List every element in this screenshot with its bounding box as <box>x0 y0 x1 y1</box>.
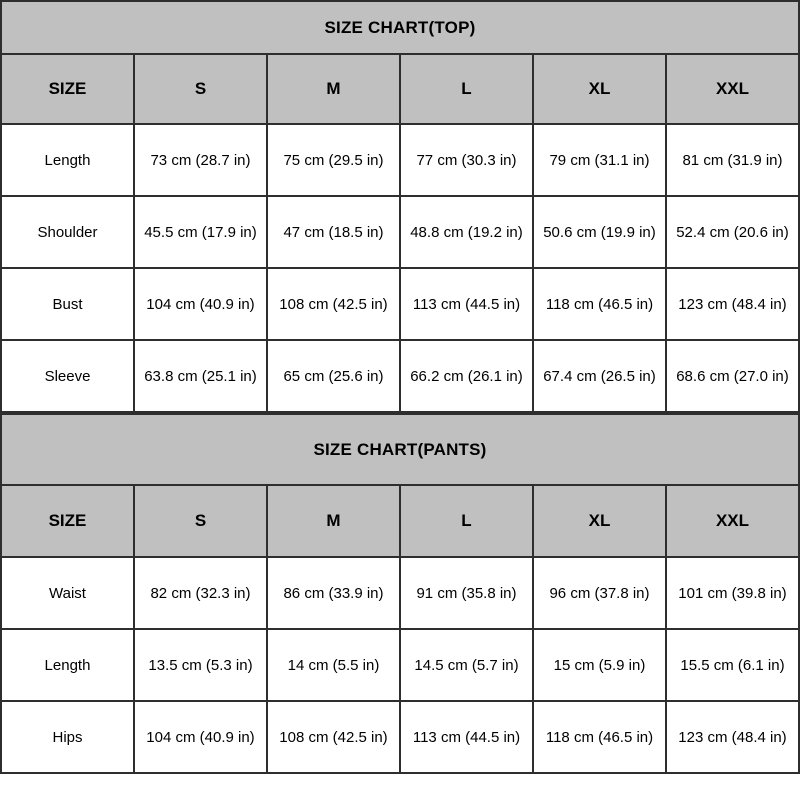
row-label: Hips <box>0 700 135 774</box>
size-value-cell: 48.8 cm (19.2 in) <box>399 195 534 269</box>
size-value-cell: 79 cm (31.1 in) <box>532 123 667 197</box>
size-value-cell: 118 cm (46.5 in) <box>532 700 667 774</box>
table-row: Bust 104 cm (40.9 in) 108 cm (42.5 in) 1… <box>0 267 800 341</box>
size-value-cell: 52.4 cm (20.6 in) <box>665 195 800 269</box>
table-row: Length 13.5 cm (5.3 in) 14 cm (5.5 in) 1… <box>0 628 800 702</box>
column-header: XXL <box>665 53 800 125</box>
size-chart-top-table: SIZE CHART(TOP) SIZE S M L XL XXL Length… <box>0 0 800 413</box>
table-row: Waist 82 cm (32.3 in) 86 cm (33.9 in) 91… <box>0 556 800 630</box>
row-label: Waist <box>0 556 135 630</box>
column-header: SIZE <box>0 484 135 558</box>
column-header: S <box>133 53 268 125</box>
column-header: M <box>266 53 401 125</box>
size-chart-pants-header-row: SIZE S M L XL XXL <box>0 484 800 558</box>
table-row: Hips 104 cm (40.9 in) 108 cm (42.5 in) 1… <box>0 700 800 774</box>
table-title: SIZE CHART(PANTS) <box>0 413 800 486</box>
size-value-cell: 13.5 cm (5.3 in) <box>133 628 268 702</box>
size-value-cell: 45.5 cm (17.9 in) <box>133 195 268 269</box>
table-title: SIZE CHART(TOP) <box>0 0 800 55</box>
size-value-cell: 15 cm (5.9 in) <box>532 628 667 702</box>
row-label: Length <box>0 628 135 702</box>
table-row: Sleeve 63.8 cm (25.1 in) 65 cm (25.6 in)… <box>0 339 800 413</box>
size-value-cell: 63.8 cm (25.1 in) <box>133 339 268 413</box>
size-value-cell: 65 cm (25.6 in) <box>266 339 401 413</box>
size-value-cell: 113 cm (44.5 in) <box>399 700 534 774</box>
size-value-cell: 104 cm (40.9 in) <box>133 267 268 341</box>
column-header: XL <box>532 53 667 125</box>
size-chart-top-title-row: SIZE CHART(TOP) <box>0 0 800 55</box>
size-value-cell: 113 cm (44.5 in) <box>399 267 534 341</box>
size-value-cell: 50.6 cm (19.9 in) <box>532 195 667 269</box>
column-header: S <box>133 484 268 558</box>
size-value-cell: 68.6 cm (27.0 in) <box>665 339 800 413</box>
size-value-cell: 118 cm (46.5 in) <box>532 267 667 341</box>
size-chart-image: SIZE CHART(TOP) SIZE S M L XL XXL Length… <box>0 0 800 774</box>
size-value-cell: 77 cm (30.3 in) <box>399 123 534 197</box>
size-value-cell: 75 cm (29.5 in) <box>266 123 401 197</box>
size-value-cell: 14 cm (5.5 in) <box>266 628 401 702</box>
table-row: Length 73 cm (28.7 in) 75 cm (29.5 in) 7… <box>0 123 800 197</box>
size-value-cell: 91 cm (35.8 in) <box>399 556 534 630</box>
size-value-cell: 108 cm (42.5 in) <box>266 700 401 774</box>
size-chart-pants-table: SIZE CHART(PANTS) SIZE S M L XL XXL Wais… <box>0 413 800 774</box>
size-value-cell: 14.5 cm (5.7 in) <box>399 628 534 702</box>
size-value-cell: 66.2 cm (26.1 in) <box>399 339 534 413</box>
row-label: Sleeve <box>0 339 135 413</box>
table-row: Shoulder 45.5 cm (17.9 in) 47 cm (18.5 i… <box>0 195 800 269</box>
column-header: M <box>266 484 401 558</box>
column-header: XL <box>532 484 667 558</box>
size-chart-top-header-row: SIZE S M L XL XXL <box>0 53 800 125</box>
size-value-cell: 82 cm (32.3 in) <box>133 556 268 630</box>
size-value-cell: 101 cm (39.8 in) <box>665 556 800 630</box>
column-header: XXL <box>665 484 800 558</box>
size-value-cell: 81 cm (31.9 in) <box>665 123 800 197</box>
column-header: SIZE <box>0 53 135 125</box>
size-value-cell: 123 cm (48.4 in) <box>665 267 800 341</box>
row-label: Bust <box>0 267 135 341</box>
size-chart-pants-title-row: SIZE CHART(PANTS) <box>0 413 800 486</box>
size-value-cell: 108 cm (42.5 in) <box>266 267 401 341</box>
size-value-cell: 96 cm (37.8 in) <box>532 556 667 630</box>
column-header: L <box>399 53 534 125</box>
row-label: Shoulder <box>0 195 135 269</box>
size-value-cell: 47 cm (18.5 in) <box>266 195 401 269</box>
size-value-cell: 104 cm (40.9 in) <box>133 700 268 774</box>
size-value-cell: 73 cm (28.7 in) <box>133 123 268 197</box>
column-header: L <box>399 484 534 558</box>
row-label: Length <box>0 123 135 197</box>
size-value-cell: 86 cm (33.9 in) <box>266 556 401 630</box>
size-value-cell: 67.4 cm (26.5 in) <box>532 339 667 413</box>
size-value-cell: 15.5 cm (6.1 in) <box>665 628 800 702</box>
size-value-cell: 123 cm (48.4 in) <box>665 700 800 774</box>
